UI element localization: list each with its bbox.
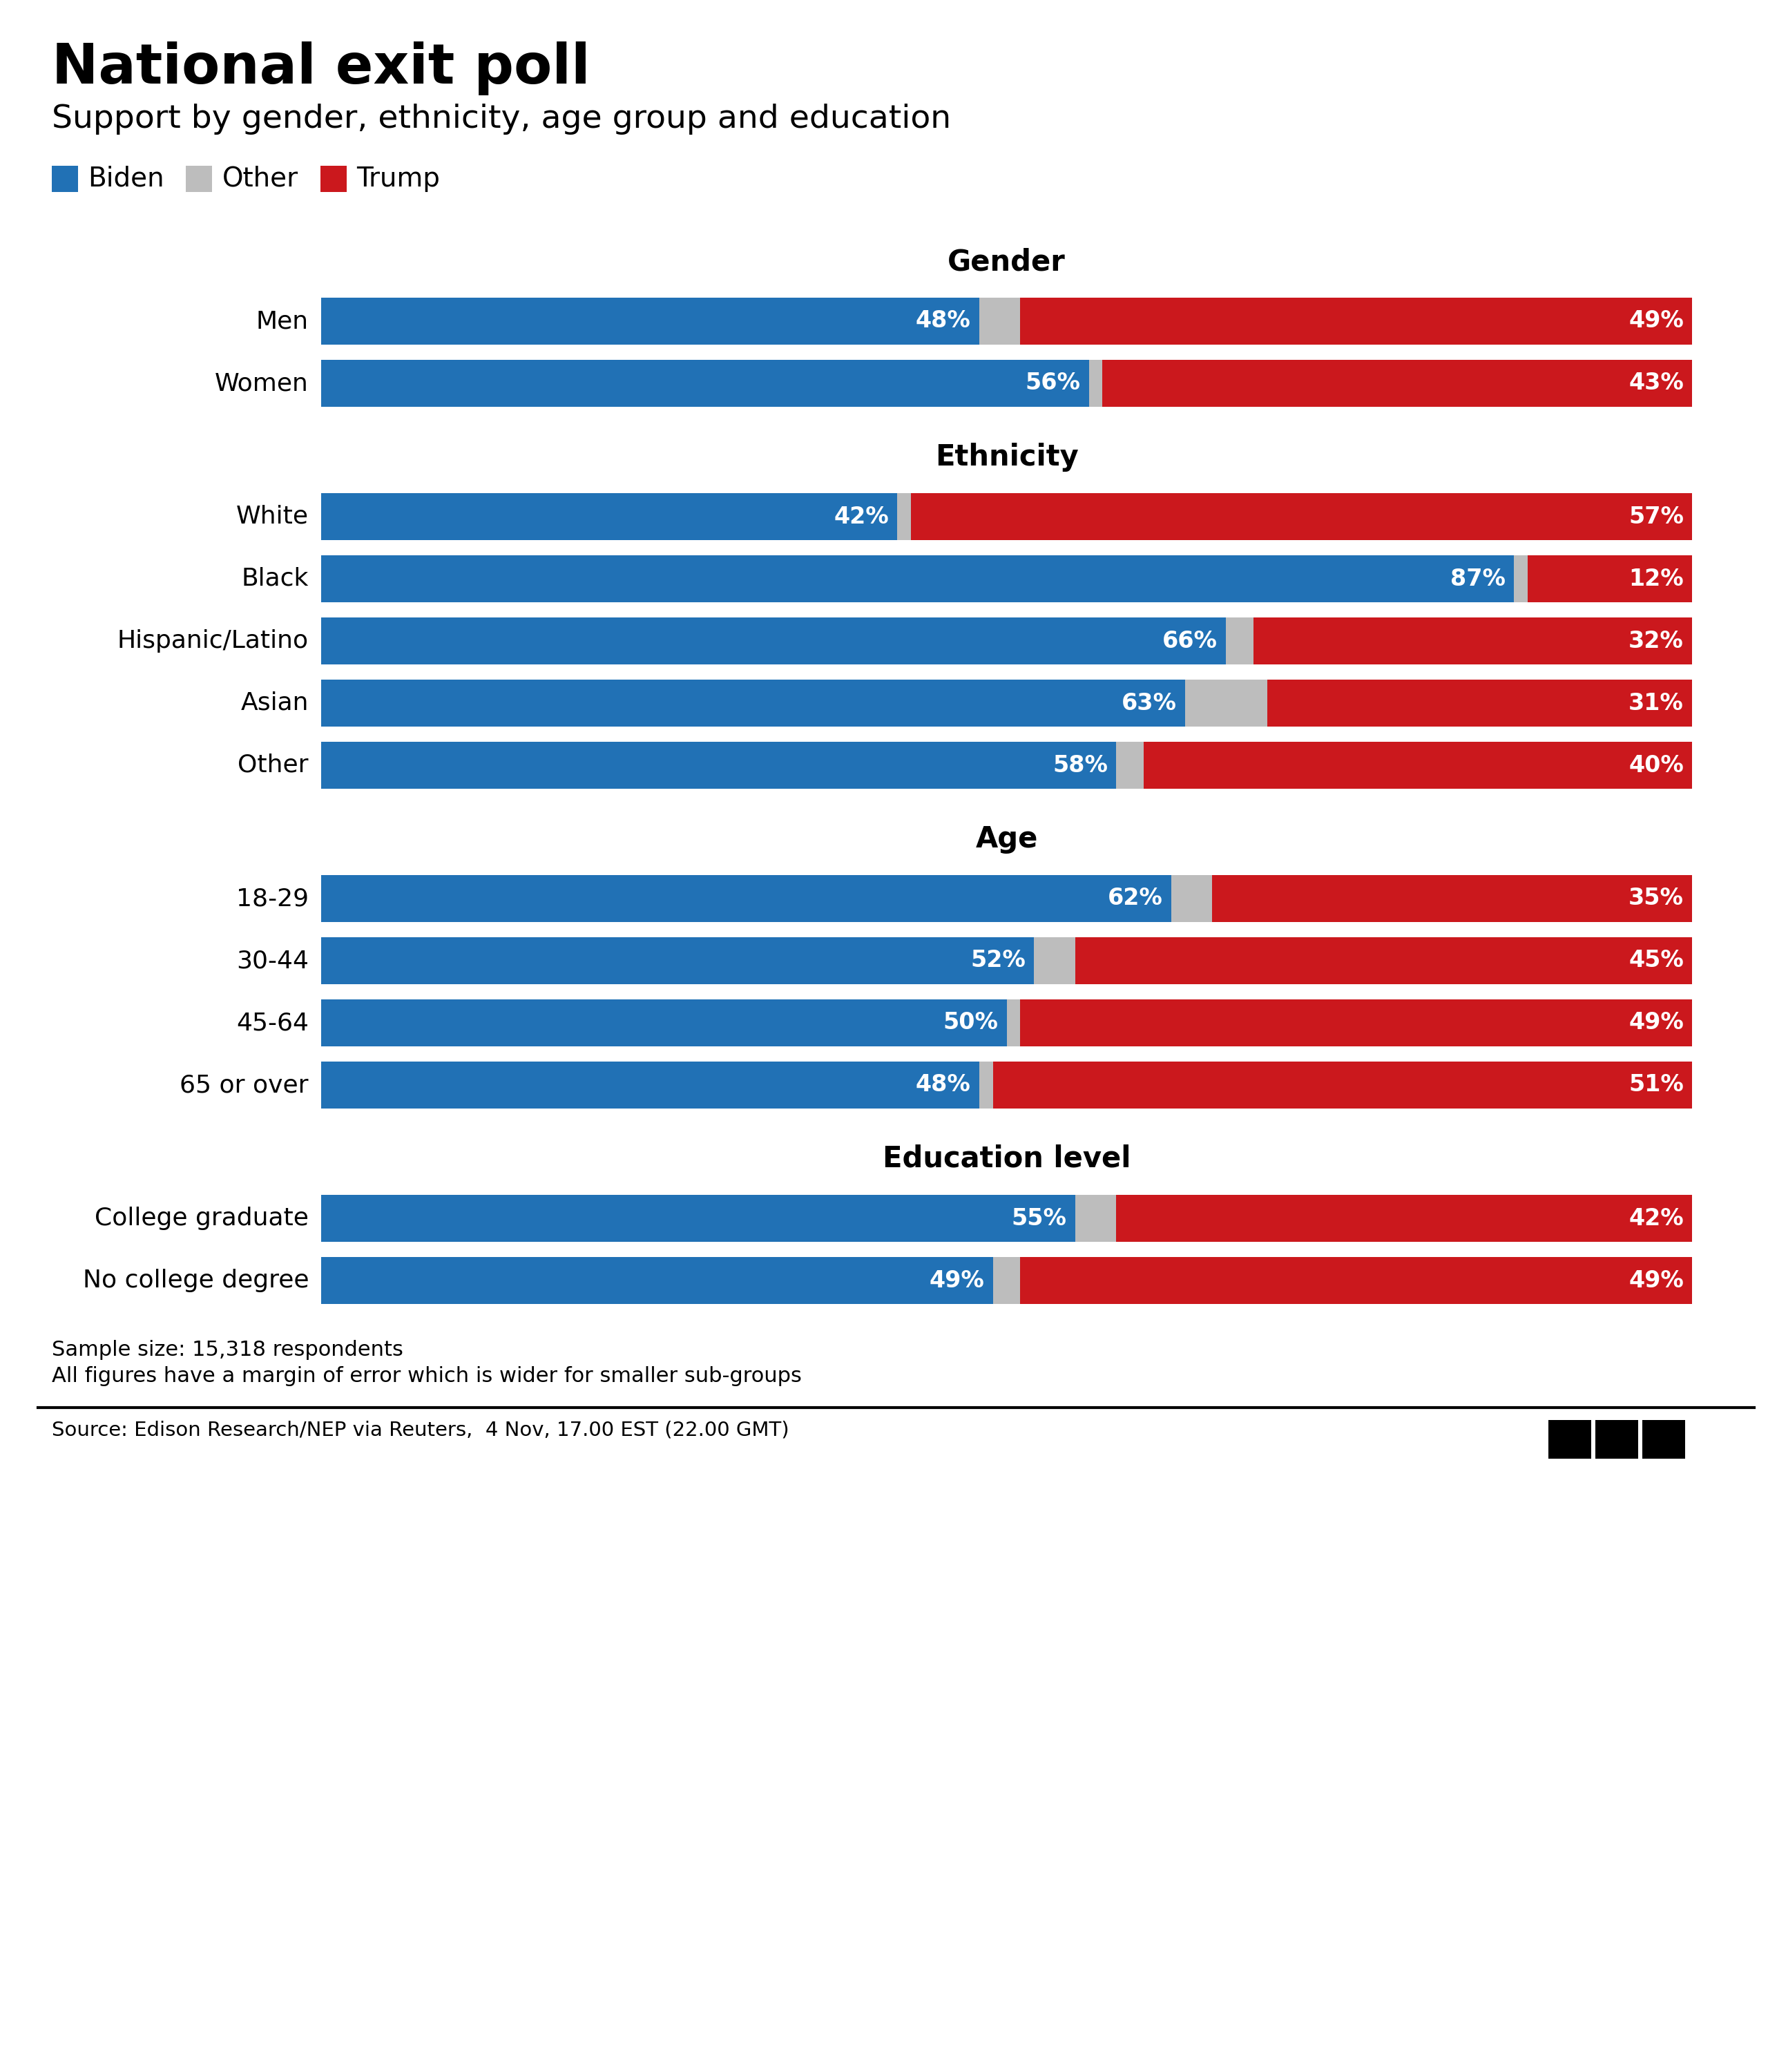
Bar: [322, 1258, 994, 1303]
Bar: [322, 493, 896, 541]
Bar: [322, 298, 979, 344]
Text: 12%: 12%: [1628, 568, 1683, 591]
Bar: [994, 1061, 1692, 1109]
Text: 87%: 87%: [1450, 568, 1506, 591]
Text: 49%: 49%: [930, 1268, 985, 1293]
Text: 51%: 51%: [1628, 1073, 1683, 1096]
Bar: [911, 493, 1692, 541]
Text: Source: Edison Research/NEP via Reuters,  4 Nov, 17.00 EST (22.00 GMT): Source: Edison Research/NEP via Reuters,…: [51, 1419, 789, 1440]
Bar: [322, 874, 1170, 922]
Text: 49%: 49%: [1628, 1268, 1683, 1293]
Bar: [322, 361, 1089, 406]
Bar: [320, 166, 347, 193]
Bar: [1020, 1258, 1692, 1303]
Text: 49%: 49%: [1628, 311, 1683, 332]
Bar: [1075, 937, 1692, 984]
Bar: [1020, 298, 1692, 344]
Text: All figures have a margin of error which is wider for smaller sub-groups: All figures have a margin of error which…: [51, 1365, 801, 1386]
Text: Biden: Biden: [88, 166, 164, 193]
Text: 45%: 45%: [1628, 949, 1683, 972]
Text: 62%: 62%: [1109, 887, 1163, 910]
Bar: [322, 1196, 1075, 1241]
Text: 40%: 40%: [1628, 754, 1683, 777]
Text: 43%: 43%: [1628, 373, 1683, 394]
Text: Sample size: 15,318 respondents: Sample size: 15,318 respondents: [51, 1341, 403, 1359]
Text: 48%: 48%: [916, 1073, 971, 1096]
Text: 18-29: 18-29: [237, 887, 309, 910]
Bar: [51, 166, 78, 193]
Bar: [186, 166, 212, 193]
Bar: [322, 680, 1185, 727]
Text: Other: Other: [223, 166, 299, 193]
Bar: [1595, 1419, 1639, 1459]
Text: C: C: [1655, 1428, 1673, 1450]
Text: 45-64: 45-64: [237, 1011, 309, 1034]
Text: 42%: 42%: [1628, 1206, 1683, 1231]
Text: 35%: 35%: [1628, 887, 1683, 910]
Bar: [1213, 874, 1692, 922]
Text: Asian: Asian: [240, 692, 309, 715]
Bar: [979, 1061, 994, 1109]
Text: 42%: 42%: [834, 506, 889, 528]
Bar: [1006, 999, 1020, 1046]
Bar: [1549, 1419, 1591, 1459]
Bar: [1103, 361, 1692, 406]
Text: 30-44: 30-44: [237, 949, 309, 972]
Text: Trump: Trump: [355, 166, 440, 193]
Text: 55%: 55%: [1011, 1206, 1066, 1231]
Bar: [322, 617, 1225, 665]
Text: B: B: [1561, 1428, 1579, 1450]
Bar: [1034, 937, 1075, 984]
Bar: [322, 937, 1034, 984]
Bar: [1116, 742, 1144, 789]
Bar: [322, 999, 1006, 1046]
Text: Men: Men: [256, 309, 309, 334]
Bar: [322, 555, 1513, 603]
Text: White: White: [237, 506, 309, 528]
Bar: [1170, 874, 1213, 922]
Text: Gender: Gender: [948, 247, 1066, 276]
Text: 65 or over: 65 or over: [180, 1073, 309, 1096]
Bar: [1642, 1419, 1685, 1459]
Text: Other: Other: [239, 754, 309, 777]
Bar: [1254, 617, 1692, 665]
Bar: [322, 1061, 979, 1109]
Text: Support by gender, ethnicity, age group and education: Support by gender, ethnicity, age group …: [51, 104, 951, 135]
Text: 48%: 48%: [916, 311, 971, 332]
Bar: [1268, 680, 1692, 727]
Text: Women: Women: [216, 371, 309, 396]
Text: 32%: 32%: [1628, 630, 1683, 653]
Text: No college degree: No college degree: [83, 1268, 309, 1293]
Text: 31%: 31%: [1628, 692, 1683, 715]
Text: B: B: [1607, 1428, 1627, 1450]
Text: Age: Age: [976, 825, 1038, 854]
Bar: [994, 1258, 1020, 1303]
Text: 50%: 50%: [942, 1011, 999, 1034]
Text: National exit poll: National exit poll: [51, 41, 591, 95]
Text: 63%: 63%: [1121, 692, 1176, 715]
Text: Hispanic/Latino: Hispanic/Latino: [117, 630, 309, 653]
Bar: [1528, 555, 1692, 603]
Bar: [896, 493, 911, 541]
Bar: [1020, 999, 1692, 1046]
Text: 49%: 49%: [1628, 1011, 1683, 1034]
Bar: [979, 298, 1020, 344]
Bar: [322, 742, 1116, 789]
Bar: [1513, 555, 1528, 603]
Bar: [1116, 1196, 1692, 1241]
Text: 66%: 66%: [1163, 630, 1218, 653]
Text: 56%: 56%: [1025, 373, 1080, 394]
Bar: [1144, 742, 1692, 789]
Text: 57%: 57%: [1628, 506, 1683, 528]
Bar: [1089, 361, 1103, 406]
Text: Ethnicity: Ethnicity: [935, 443, 1078, 472]
Text: 58%: 58%: [1052, 754, 1109, 777]
Text: 52%: 52%: [971, 949, 1025, 972]
Bar: [1225, 617, 1254, 665]
Bar: [1185, 680, 1268, 727]
Text: Black: Black: [242, 568, 309, 591]
Text: Education level: Education level: [882, 1144, 1132, 1173]
Text: College graduate: College graduate: [95, 1206, 309, 1231]
Bar: [1075, 1196, 1116, 1241]
